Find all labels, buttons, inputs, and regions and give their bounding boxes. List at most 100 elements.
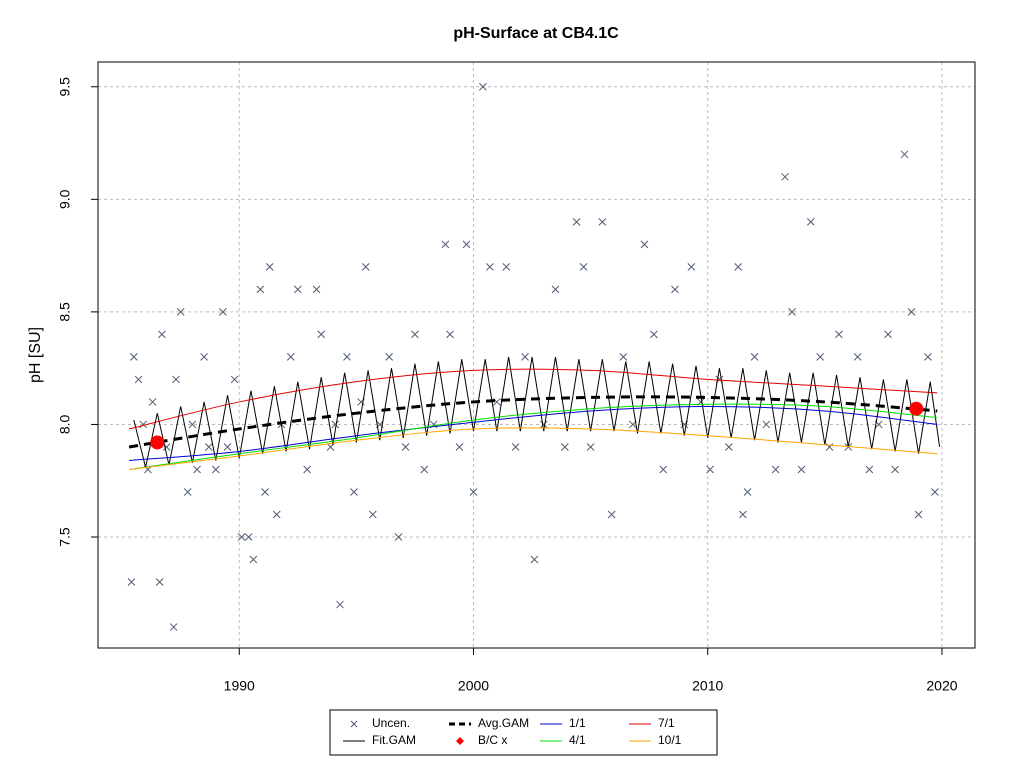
data-point bbox=[551, 285, 560, 294]
data-point bbox=[931, 488, 939, 496]
y-axis-label: pH [SU] bbox=[27, 327, 44, 383]
y-tick-label: 7.5 bbox=[57, 527, 73, 547]
data-point bbox=[261, 488, 269, 496]
data-point bbox=[907, 308, 916, 316]
data-point bbox=[771, 465, 780, 474]
legend-label: 7/1 bbox=[658, 716, 675, 730]
data-point bbox=[455, 443, 464, 451]
y-tick-label: 9.0 bbox=[57, 189, 73, 209]
data-point bbox=[155, 578, 164, 586]
data-point bbox=[607, 510, 616, 519]
data-point bbox=[218, 308, 227, 316]
legend-label: 10/1 bbox=[658, 733, 682, 747]
data-point bbox=[671, 285, 679, 294]
legend-symbol bbox=[456, 737, 464, 745]
data-point bbox=[640, 240, 649, 249]
x-tick-label: 2020 bbox=[926, 678, 957, 694]
data-point bbox=[265, 263, 274, 271]
legend-label: B/C x bbox=[478, 733, 507, 747]
data-point bbox=[628, 420, 637, 429]
data-point bbox=[420, 465, 429, 474]
x-tick-label: 2010 bbox=[692, 678, 723, 694]
data-point bbox=[750, 353, 759, 361]
data-point bbox=[312, 285, 321, 294]
data-point bbox=[129, 353, 138, 361]
data-point bbox=[193, 465, 201, 474]
data-point bbox=[687, 263, 696, 271]
data-point bbox=[176, 308, 185, 316]
legend-symbol bbox=[350, 720, 358, 728]
legend-label: 4/1 bbox=[569, 733, 586, 747]
data-point bbox=[739, 510, 747, 519]
data-point bbox=[336, 600, 344, 609]
data-point bbox=[743, 488, 752, 496]
legend bbox=[329, 709, 718, 756]
data-point bbox=[134, 375, 143, 384]
chart-title: pH-Surface at CB4.1C bbox=[453, 25, 619, 42]
data-point bbox=[511, 443, 520, 451]
data-point bbox=[909, 401, 924, 416]
data-point bbox=[586, 443, 595, 451]
data-point bbox=[293, 285, 302, 294]
data-point bbox=[469, 488, 478, 496]
data-line bbox=[128, 395, 938, 449]
data-point bbox=[462, 240, 471, 249]
data-point bbox=[150, 435, 165, 450]
data-point bbox=[394, 533, 403, 541]
data-point bbox=[579, 263, 588, 271]
data-point bbox=[724, 443, 733, 451]
data-point bbox=[211, 465, 220, 474]
legend-label: Fit.GAM bbox=[372, 733, 416, 747]
data-point bbox=[303, 465, 312, 474]
legend-label: Avg.GAM bbox=[478, 716, 529, 730]
data-point bbox=[385, 353, 394, 361]
y-tick-label: 8.0 bbox=[57, 415, 73, 435]
data-point bbox=[446, 330, 454, 339]
data-point bbox=[272, 510, 281, 519]
data-point bbox=[441, 240, 450, 249]
data-point bbox=[148, 398, 157, 406]
data-point bbox=[486, 263, 494, 271]
data-point bbox=[619, 353, 628, 361]
data-point bbox=[183, 488, 192, 496]
data-point bbox=[368, 510, 377, 519]
data-point bbox=[924, 353, 932, 361]
x-tick-label: 1990 bbox=[224, 678, 255, 694]
data-point bbox=[256, 285, 265, 294]
data-point bbox=[230, 375, 239, 384]
data-point bbox=[884, 330, 892, 339]
data-point bbox=[188, 420, 197, 429]
data-point bbox=[853, 353, 862, 361]
legend-label: 1/1 bbox=[569, 716, 586, 730]
data-point bbox=[865, 465, 874, 474]
data-point bbox=[762, 420, 771, 429]
data-point bbox=[479, 82, 487, 91]
data-point bbox=[127, 578, 136, 586]
data-point bbox=[560, 443, 569, 451]
data-point bbox=[158, 330, 166, 339]
data-point bbox=[204, 443, 213, 451]
data-line bbox=[129, 368, 938, 430]
data-point bbox=[237, 533, 246, 541]
data-point bbox=[650, 330, 658, 339]
data-point bbox=[223, 443, 232, 451]
data-line bbox=[129, 427, 938, 470]
data-point bbox=[200, 353, 208, 361]
legend-label: Uncen. bbox=[372, 716, 410, 730]
data-point bbox=[317, 330, 326, 339]
data-point bbox=[835, 330, 843, 339]
data-point bbox=[343, 353, 351, 361]
data-point bbox=[706, 465, 714, 474]
data-point bbox=[139, 420, 148, 429]
plot-area bbox=[98, 62, 975, 648]
data-point bbox=[244, 533, 253, 541]
data-line bbox=[133, 356, 941, 468]
data-point bbox=[286, 353, 295, 361]
data-point bbox=[659, 465, 668, 474]
data-point bbox=[172, 375, 180, 384]
data-point bbox=[401, 443, 410, 451]
data-point bbox=[530, 555, 539, 564]
plot-frame bbox=[97, 61, 976, 649]
